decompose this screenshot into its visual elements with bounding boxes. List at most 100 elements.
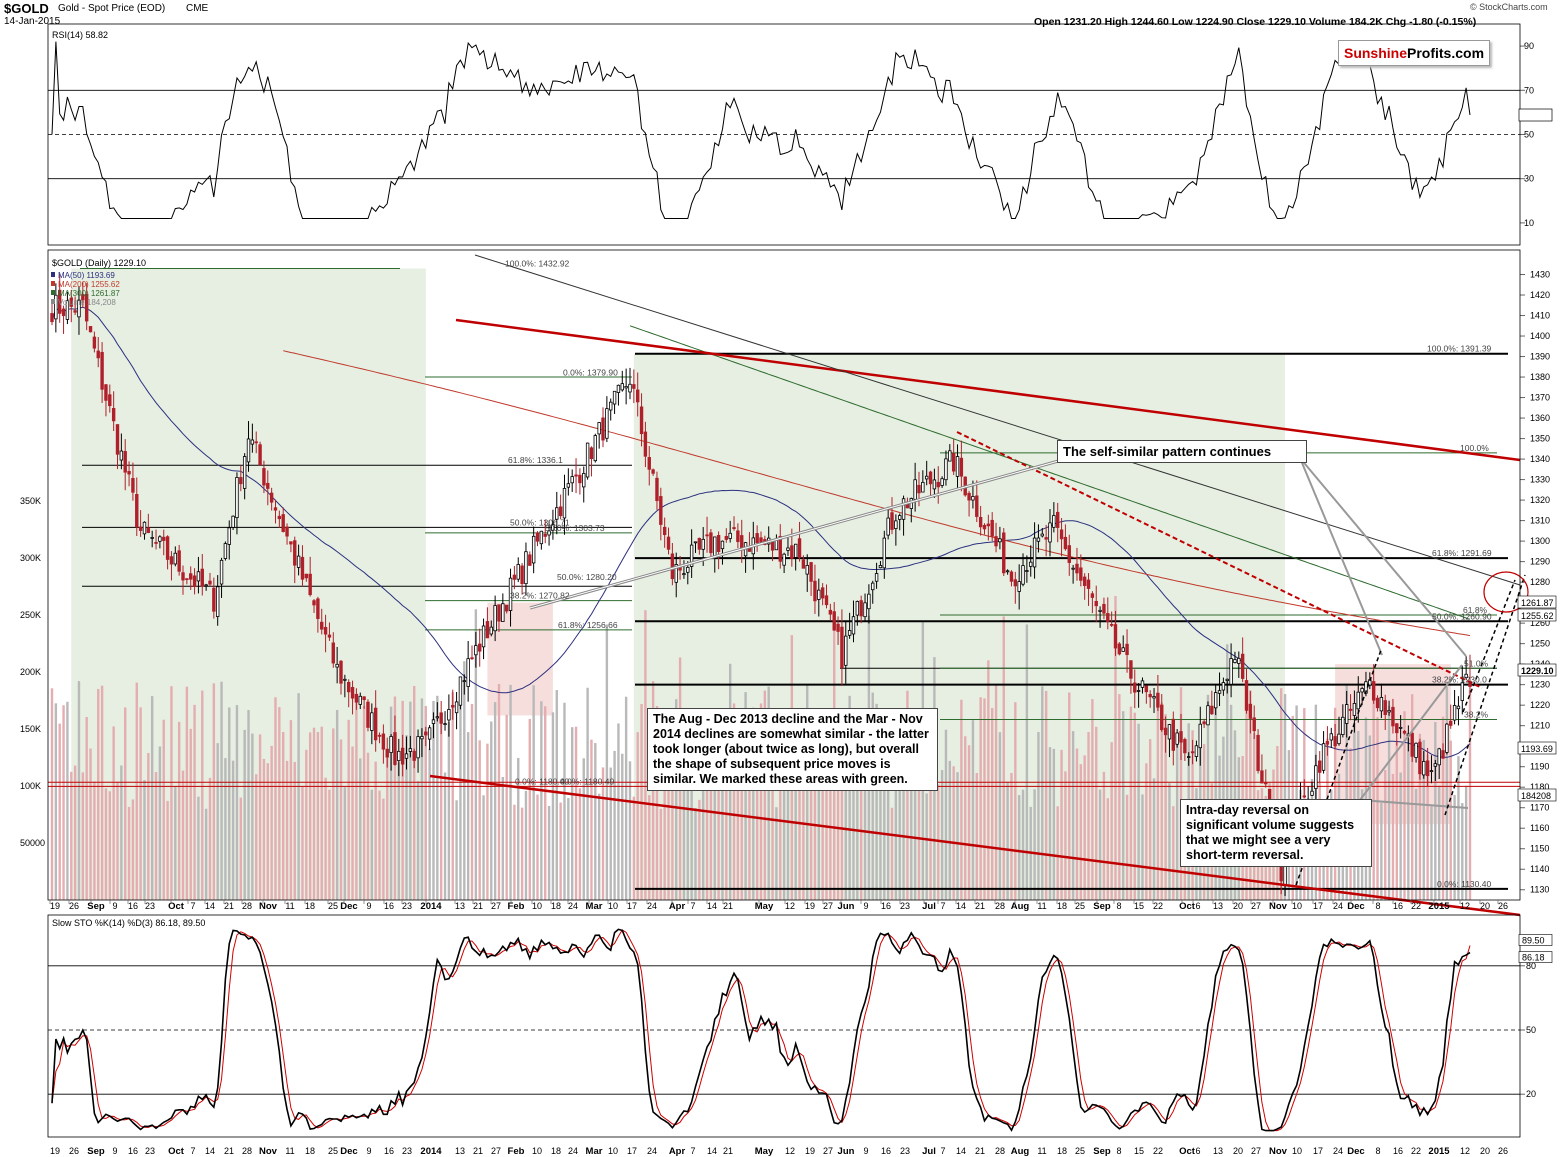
volume-bar bbox=[347, 719, 350, 900]
x-axis-label: 18 bbox=[1057, 901, 1067, 911]
volume-bar bbox=[66, 701, 69, 900]
volume-bar bbox=[386, 752, 389, 900]
candle-body bbox=[1148, 693, 1152, 698]
candle-body bbox=[1371, 681, 1376, 701]
volume-bar bbox=[1445, 686, 1449, 900]
candle-body bbox=[1125, 643, 1129, 656]
price-tick-label: 1170 bbox=[1530, 803, 1549, 813]
volume-bar bbox=[154, 772, 158, 900]
fib-label: 61.8%: 1336.1 bbox=[508, 455, 563, 465]
candle-body bbox=[1341, 716, 1345, 735]
rsi-last-box bbox=[1518, 108, 1553, 122]
volume-bar bbox=[228, 707, 231, 900]
candle-body bbox=[323, 626, 328, 635]
candle-body bbox=[219, 559, 224, 585]
volume-bar bbox=[147, 753, 150, 900]
candle-body bbox=[585, 442, 590, 478]
candle-body bbox=[73, 310, 77, 313]
candle-body bbox=[805, 565, 809, 575]
dashed-pattern-line bbox=[1462, 579, 1516, 713]
volume-bar bbox=[609, 767, 612, 900]
candle-body bbox=[389, 736, 393, 753]
candle-body bbox=[69, 297, 73, 307]
fib-label: 61.8%: 1291.69 bbox=[1432, 548, 1492, 558]
volume-bar bbox=[590, 739, 593, 900]
x-axis-label: 16 bbox=[128, 901, 138, 911]
candle-body bbox=[632, 384, 636, 389]
candle-body bbox=[96, 350, 100, 359]
candle-body bbox=[1190, 751, 1195, 754]
volume-bar bbox=[401, 700, 404, 900]
volume-bar bbox=[50, 688, 54, 900]
price-tick-label: 1310 bbox=[1530, 516, 1550, 526]
x-axis-label: May bbox=[755, 1146, 774, 1157]
candle-body bbox=[300, 556, 305, 580]
dashed-pattern-line bbox=[1444, 574, 1526, 816]
legend-entry: MA(200) 1255.62 bbox=[58, 280, 120, 289]
volume-bar bbox=[474, 609, 478, 900]
candle-body bbox=[882, 537, 887, 569]
candle-body bbox=[1395, 723, 1399, 734]
volume-tick-label: 200K bbox=[20, 667, 41, 677]
volume-bar bbox=[721, 773, 724, 900]
fib-label: 100.0% bbox=[1460, 443, 1489, 453]
candle-body bbox=[1310, 790, 1314, 796]
x-axis-label: 23 bbox=[145, 901, 155, 911]
volume-bar bbox=[1098, 789, 1102, 900]
x-axis-label: 11 bbox=[285, 1146, 294, 1156]
volume-bar bbox=[316, 732, 320, 900]
x-axis-label: Sep bbox=[87, 1146, 105, 1157]
candle-body bbox=[797, 538, 802, 558]
x-axis-label: 21 bbox=[224, 901, 234, 911]
x-axis-label: 7 bbox=[190, 1146, 195, 1156]
x-axis-label: 18 bbox=[1057, 1146, 1067, 1156]
x-axis-label: 28 bbox=[242, 1146, 252, 1156]
price-tick-label: 1220 bbox=[1530, 700, 1550, 710]
legend-entry: Volume 184,208 bbox=[58, 298, 116, 307]
candle-body bbox=[138, 526, 143, 531]
candle-body bbox=[385, 748, 389, 758]
volume-bar bbox=[1437, 785, 1441, 900]
candle-body bbox=[1213, 692, 1218, 709]
fib-label: 50.0%: 1303.73 bbox=[545, 523, 605, 533]
candle-body bbox=[1256, 734, 1260, 771]
price-tick-label: 1350 bbox=[1530, 434, 1550, 444]
x-axis-label: 25 bbox=[1075, 901, 1085, 911]
legend-swatch bbox=[51, 272, 55, 277]
candle-body bbox=[817, 589, 821, 600]
x-axis-label: 22 bbox=[1153, 1146, 1163, 1156]
volume-bar bbox=[490, 721, 493, 900]
x-axis-label: Feb bbox=[508, 1146, 525, 1157]
candle-body bbox=[293, 540, 297, 566]
candle-body bbox=[254, 441, 258, 444]
candle-body bbox=[1356, 691, 1360, 710]
volume-bar bbox=[285, 760, 289, 900]
volume-bar bbox=[73, 765, 77, 900]
x-axis-label: 18 bbox=[551, 1146, 561, 1156]
candle-body bbox=[281, 514, 285, 532]
candle-body bbox=[162, 536, 166, 541]
price-tick-label: 1390 bbox=[1530, 352, 1550, 362]
candle-body bbox=[1410, 732, 1414, 757]
volume-bar bbox=[960, 699, 963, 900]
volume-bar bbox=[362, 706, 366, 900]
candle-body bbox=[944, 458, 948, 481]
candle-body bbox=[736, 530, 740, 543]
x-axis-label: 27 bbox=[491, 901, 501, 911]
x-axis-label: 25 bbox=[1075, 1146, 1085, 1156]
candle-body bbox=[528, 554, 532, 566]
x-axis-label: 12 bbox=[1460, 1146, 1470, 1156]
volume-bar bbox=[544, 706, 547, 900]
x-axis-label: 16 bbox=[881, 901, 891, 911]
candle-body bbox=[832, 611, 836, 631]
volume-bar bbox=[193, 704, 196, 900]
x-axis-label: 10 bbox=[1292, 901, 1302, 911]
volume-bar bbox=[181, 770, 185, 900]
x-axis-label: 16 bbox=[1393, 901, 1403, 911]
volume-bar bbox=[910, 716, 913, 900]
candle-body bbox=[65, 300, 70, 320]
price-tick-label: 1320 bbox=[1530, 495, 1550, 505]
volume-bar bbox=[501, 777, 505, 900]
candle-body bbox=[1113, 624, 1118, 649]
candle-body bbox=[1117, 643, 1122, 655]
